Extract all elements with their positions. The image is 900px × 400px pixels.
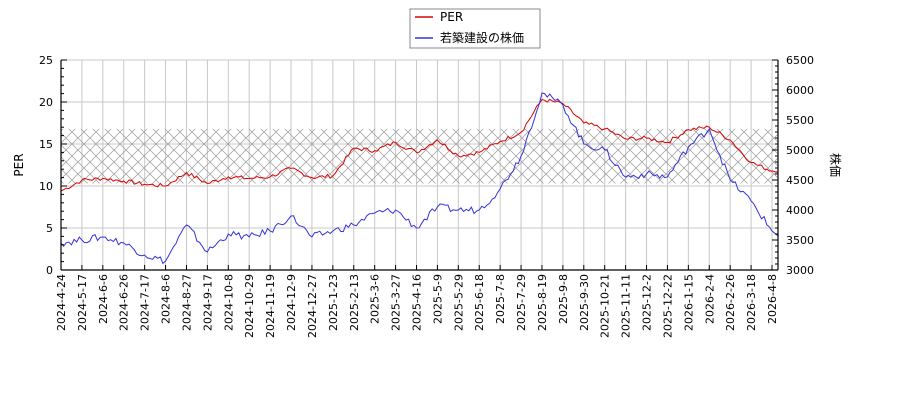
x-tick-label: 2025-7-29 xyxy=(515,274,528,331)
legend-price-label: 若築建設の株価 xyxy=(440,30,524,45)
x-tick-label: 2025-3-27 xyxy=(390,274,403,331)
right-tick-label: 4500 xyxy=(786,174,814,187)
x-tick-label: 2024-6-6 xyxy=(97,274,110,324)
x-tick-label: 2026-4-8 xyxy=(766,274,779,324)
left-axis-title: PER xyxy=(12,153,26,176)
per-line xyxy=(60,98,779,192)
x-tick-label: 2025-3-6 xyxy=(369,274,382,324)
x-axis-ticks: 2024-4-24 2024-5-17 2024-6-6 2024-6-26 2024-… xyxy=(55,265,779,338)
right-axis-title: 株価 xyxy=(828,153,843,177)
x-tick-label: 2024-8-27 xyxy=(180,274,193,331)
x-tick-label: 2025-9-30 xyxy=(578,274,591,331)
x-tick-label: 2025-5-29 xyxy=(452,274,465,331)
x-tick-label: 2026-1-15 xyxy=(682,274,695,331)
stock-price-line xyxy=(60,92,779,265)
x-tick-label: 2024-8-6 xyxy=(160,274,173,324)
x-tick-label: 2024-7-17 xyxy=(139,274,152,331)
x-tick-label: 2024-12-27 xyxy=(306,274,319,338)
x-tick-label: 2024-5-17 xyxy=(76,274,89,331)
right-tick-label: 5000 xyxy=(786,144,814,157)
x-tick-label: 2024-11-19 xyxy=(264,274,277,338)
x-tick-label: 2025-4-16 xyxy=(411,274,424,331)
legend-per-label: PER xyxy=(440,10,463,24)
x-tick-label: 2024-6-26 xyxy=(118,274,131,331)
x-tick-label: 2025-2-13 xyxy=(348,274,361,331)
x-tick-label: 2026-2-4 xyxy=(703,274,716,324)
x-tick-label: 2025-1-23 xyxy=(327,274,340,331)
x-tick-label: 2026-2-26 xyxy=(724,274,737,331)
x-tick-label: 2025-12-2 xyxy=(641,274,654,331)
right-tick-label: 3000 xyxy=(786,264,814,277)
x-tick-label: 2025-10-21 xyxy=(599,274,612,338)
axes xyxy=(60,60,779,271)
x-tick-label: 2025-5-9 xyxy=(431,274,444,324)
left-tick-label: 15 xyxy=(39,138,53,151)
x-tick-label: 2025-7-8 xyxy=(494,274,507,324)
x-tick-label: 2025-11-11 xyxy=(620,274,633,338)
x-tick-label: 2024-10-8 xyxy=(222,274,235,331)
legend: PER 若築建設の株価 xyxy=(409,8,541,49)
left-tick-label: 5 xyxy=(46,222,53,235)
right-tick-label: 6000 xyxy=(786,84,814,97)
legend-box xyxy=(409,8,541,49)
data-lines xyxy=(60,92,779,265)
x-tick-label: 2025-6-18 xyxy=(473,274,486,331)
per-range-band xyxy=(61,128,778,184)
left-tick-label: 20 xyxy=(39,96,53,109)
x-tick-label: 2024-9-17 xyxy=(201,274,214,331)
x-tick-label: 2024-10-29 xyxy=(243,274,256,338)
right-tick-label: 5500 xyxy=(786,114,814,127)
left-tick-label: 10 xyxy=(39,180,53,193)
right-tick-label: 3500 xyxy=(786,234,814,247)
left-tick-label: 25 xyxy=(39,54,53,67)
right-tick-label: 6500 xyxy=(786,54,814,67)
right-tick-label: 4000 xyxy=(786,204,814,217)
x-tick-label: 2024-4-24 xyxy=(55,274,68,331)
x-tick-label: 2024-12-9 xyxy=(285,274,298,331)
x-tick-label: 2025-12-22 xyxy=(661,274,674,338)
x-tick-label: 2026-3-18 xyxy=(745,274,758,331)
x-tick-label: 2025-8-19 xyxy=(536,274,549,331)
x-tick-label: 2025-9-8 xyxy=(557,274,570,324)
right-axis-ticks: 3000 3500 4000 4500 5000 5500 6000 6500 xyxy=(772,54,814,277)
left-tick-label: 0 xyxy=(46,264,53,277)
left-axis-ticks: 0 5 10 15 20 25 xyxy=(39,54,67,277)
